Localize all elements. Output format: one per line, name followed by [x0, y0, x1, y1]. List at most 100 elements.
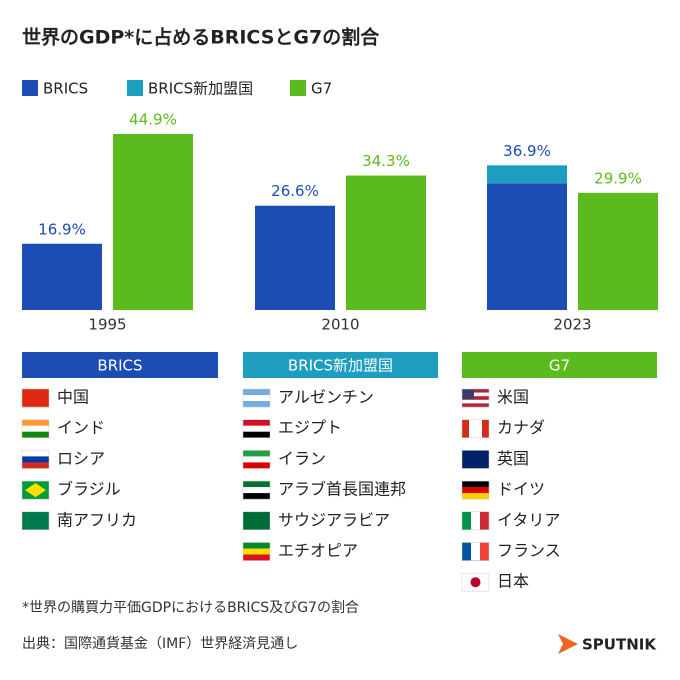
flag [243, 425, 270, 432]
group-title: G7 [549, 357, 570, 375]
flag-border [461, 542, 490, 561]
flag [22, 450, 49, 457]
flag [243, 481, 270, 488]
flag [462, 403, 489, 408]
flag [462, 392, 489, 397]
group-header [22, 352, 218, 378]
flag [243, 462, 270, 469]
flag [470, 577, 481, 588]
flag-border [242, 419, 271, 438]
bar [346, 175, 426, 310]
flag [243, 431, 270, 438]
value-label: 44.9% [129, 110, 177, 128]
member-name: ドイツ [497, 480, 545, 499]
value-label: 34.3% [362, 152, 410, 170]
flag-border [242, 450, 271, 469]
flag [22, 456, 49, 463]
legend-swatch [290, 80, 306, 96]
flag-border [21, 388, 50, 408]
flag [243, 395, 270, 402]
flag [462, 389, 489, 393]
flag-border [461, 450, 490, 469]
flag [243, 554, 270, 561]
flag [243, 401, 270, 408]
flag-border [461, 480, 490, 500]
member-name: 中国 [57, 388, 89, 407]
flag [462, 481, 489, 488]
bar [22, 243, 102, 310]
x-tick-label: 2023 [553, 316, 591, 334]
bar [487, 183, 567, 310]
flag-border [21, 480, 50, 500]
group-header [243, 352, 438, 378]
legend-swatch [22, 80, 38, 96]
flag [243, 419, 270, 426]
flag [25, 483, 46, 498]
flag [243, 542, 270, 549]
legend-swatch [127, 80, 143, 96]
member-name: ロシア [57, 449, 105, 468]
flag [243, 456, 270, 463]
member-name: イラン [278, 449, 326, 468]
flag [462, 396, 489, 400]
logo-icon [558, 634, 578, 654]
total-label: 36.9% [503, 142, 551, 160]
flag-border [461, 388, 490, 408]
flag [482, 419, 489, 438]
member-name: 英国 [497, 449, 529, 468]
flag [243, 487, 270, 494]
flag [22, 511, 49, 530]
legend-label: BRICS [43, 80, 88, 98]
group-title: BRICS [97, 357, 142, 375]
bar [487, 165, 567, 184]
flag-border [242, 511, 271, 531]
group-title: BRICS新加盟国 [288, 357, 393, 375]
member-name: エジプト [278, 418, 342, 437]
flag [22, 389, 49, 408]
value-label: 26.6% [271, 182, 319, 200]
flag-border [21, 450, 50, 469]
flag-border [21, 511, 50, 531]
value-label: 29.9% [594, 169, 642, 187]
bar [255, 205, 335, 310]
member-name: カナダ [497, 418, 545, 437]
group-header [462, 352, 657, 378]
flag [22, 425, 49, 432]
flag-border [461, 511, 490, 531]
flag-border [242, 388, 271, 408]
bar [113, 133, 193, 310]
flag [243, 511, 270, 530]
flag [22, 462, 49, 469]
bar [578, 192, 658, 310]
flag [480, 542, 489, 561]
member-name: フランス [497, 541, 561, 560]
x-tick-label: 2010 [321, 316, 359, 334]
flag [22, 431, 49, 438]
flag [480, 511, 489, 530]
member-name: アラブ首長国連邦 [278, 480, 406, 499]
flag-border [461, 419, 490, 438]
flag [462, 493, 489, 500]
value-label: 16.9% [38, 220, 86, 238]
flag [243, 493, 270, 500]
source: 出典：国際通貨基金（IMF）世界経済見通し [22, 635, 298, 652]
member-name: サウジアラビア [278, 510, 390, 529]
flag [471, 511, 480, 530]
logo: SPUTNIK [582, 636, 657, 654]
member-name: 南アフリカ [57, 510, 137, 529]
flag [462, 399, 489, 404]
member-name: ブラジル [57, 480, 121, 499]
flag [22, 419, 49, 426]
x-tick-label: 1995 [88, 316, 126, 334]
flag [462, 419, 469, 438]
member-name: エチオピア [278, 541, 358, 560]
footnote: *世界の購買力平価GDPにおけるBRICS及びG7の割合 [22, 599, 359, 616]
flag [243, 548, 270, 555]
flag [462, 450, 489, 469]
flag-border [242, 480, 271, 500]
member-name: 日本 [497, 572, 529, 591]
member-name: 米国 [497, 388, 529, 407]
flag-border [242, 542, 271, 561]
member-name: アルゼンチン [278, 388, 374, 407]
